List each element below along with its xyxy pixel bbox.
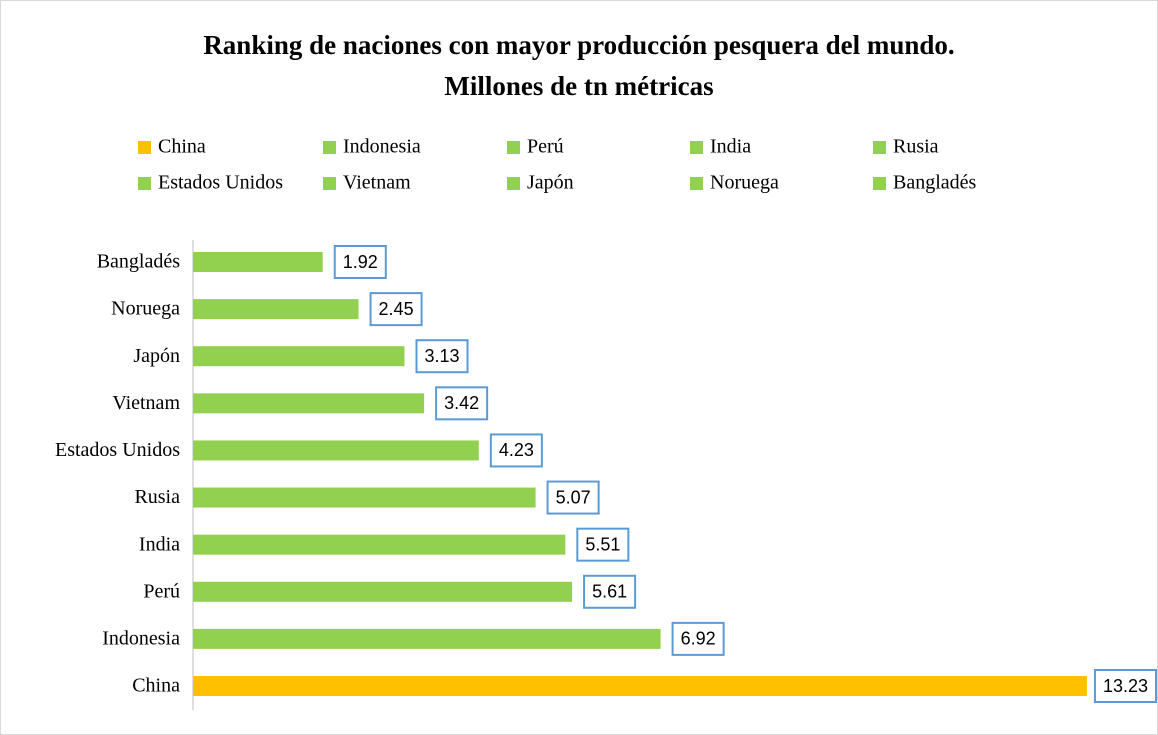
data-label: 6.92	[681, 629, 716, 649]
data-label: 3.42	[444, 393, 479, 413]
data-label: 5.07	[556, 487, 591, 507]
bar	[193, 581, 573, 602]
legend-swatch	[690, 177, 703, 190]
legend-swatch	[138, 141, 151, 154]
y-tick-label: Rusia	[134, 486, 180, 508]
legend-label: Bangladés	[893, 172, 977, 194]
legend-swatch	[873, 141, 886, 154]
y-tick-label: Japón	[133, 345, 180, 367]
legend-label: Indonesia	[343, 136, 421, 158]
data-label-box	[671, 621, 725, 656]
y-tick-label: Bangladés	[97, 251, 181, 273]
y-tick-label: India	[139, 533, 180, 555]
data-label: 2.45	[379, 299, 414, 319]
y-tick-label: China	[132, 675, 180, 697]
legend-swatch	[690, 141, 703, 154]
data-label: 4.23	[499, 440, 534, 460]
legend-swatch	[138, 177, 151, 190]
legend-label: Vietnam	[343, 172, 411, 194]
y-tick-label: Noruega	[111, 298, 180, 320]
legend-label: Perú	[527, 136, 564, 158]
data-label-box	[1093, 669, 1157, 703]
y-tick-label: Vietnam	[112, 392, 180, 414]
data-label: 1.92	[343, 252, 378, 272]
bar	[193, 440, 479, 461]
legend-label: India	[710, 136, 751, 158]
data-label-box	[583, 574, 637, 609]
legend-label: China	[158, 136, 206, 158]
chart-title: Millones de tn métricas	[444, 71, 713, 101]
bar	[193, 393, 425, 414]
data-label: 5.51	[585, 534, 620, 554]
legend-swatch	[873, 177, 886, 190]
legend-label: Japón	[527, 172, 574, 194]
data-label: 3.13	[424, 346, 459, 366]
data-label-box	[489, 433, 543, 468]
bar	[193, 534, 566, 555]
bar	[193, 299, 359, 320]
legend-swatch	[323, 177, 336, 190]
chart-title: Ranking de naciones con mayor producción…	[203, 30, 954, 60]
bar	[193, 676, 1087, 696]
legend-swatch	[507, 177, 520, 190]
data-label: 13.23	[1103, 676, 1148, 696]
y-tick-label: Perú	[143, 580, 180, 602]
bar	[193, 628, 661, 649]
legend-swatch	[507, 141, 520, 154]
data-label: 5.61	[592, 582, 627, 602]
legend-label: Estados Unidos	[158, 172, 283, 194]
bar	[193, 487, 536, 508]
data-label-box	[415, 339, 469, 374]
legend-swatch	[323, 141, 336, 154]
bar	[193, 346, 405, 367]
data-label-box	[333, 245, 387, 279]
data-label-box	[576, 527, 630, 562]
legend-label: Noruega	[710, 172, 779, 194]
data-label-box	[435, 386, 489, 421]
data-label-box	[369, 292, 423, 327]
bar	[193, 252, 323, 272]
legend-label: Rusia	[893, 136, 939, 158]
y-tick-label: Indonesia	[102, 627, 180, 649]
data-label-box	[546, 480, 600, 515]
y-tick-label: Estados Unidos	[55, 439, 180, 461]
